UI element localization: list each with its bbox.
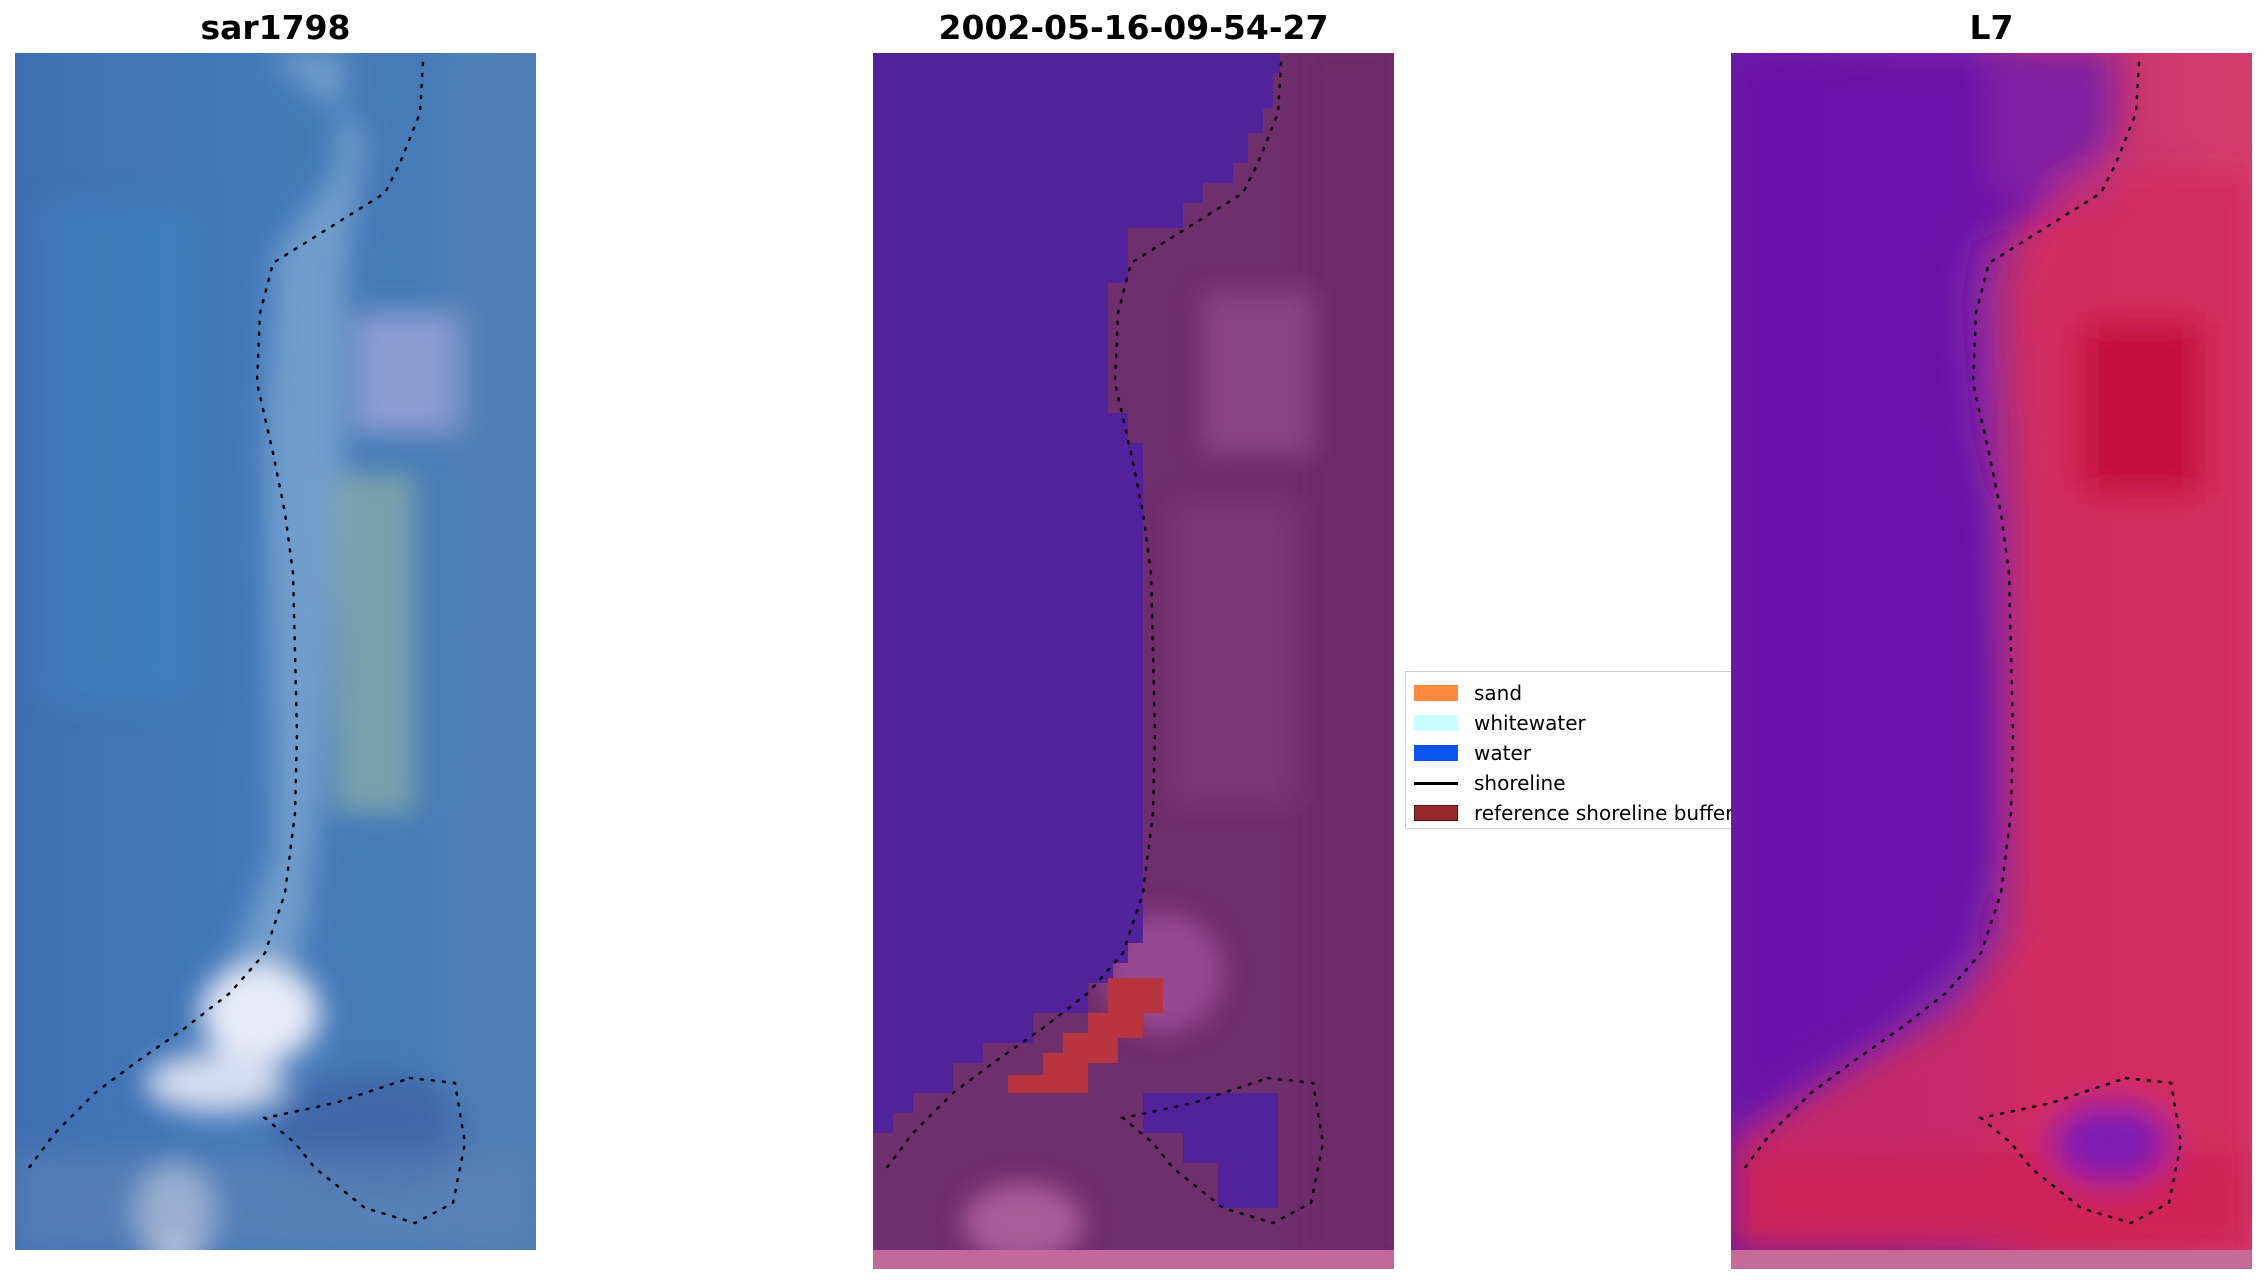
legend-label: whitewater bbox=[1474, 711, 1586, 735]
panel-title-index: L7 bbox=[1969, 8, 2014, 47]
classified-image bbox=[873, 53, 1394, 1269]
legend-label: water bbox=[1474, 741, 1531, 765]
reference-buffer-swatch bbox=[1414, 805, 1458, 821]
shoreline-line-swatch bbox=[1414, 781, 1458, 785]
legend-item-reference-buffer: reference shoreline buffer bbox=[1414, 798, 1735, 828]
sand-swatch bbox=[1414, 685, 1458, 701]
index-image bbox=[1731, 53, 2252, 1269]
index-image-panel bbox=[1731, 53, 2252, 1269]
rgb-image bbox=[15, 53, 536, 1250]
legend-item-whitewater: whitewater bbox=[1414, 708, 1735, 738]
legend: sand whitewater water shoreline referenc… bbox=[1405, 671, 1735, 829]
legend-label: sand bbox=[1474, 681, 1523, 705]
legend-item-water: water bbox=[1414, 738, 1735, 768]
classified-image-panel bbox=[873, 53, 1394, 1269]
legend-item-sand: sand bbox=[1414, 678, 1735, 708]
legend-label: reference shoreline buffer bbox=[1474, 801, 1734, 825]
whitewater-swatch bbox=[1414, 715, 1458, 731]
rgb-image-panel bbox=[15, 53, 536, 1250]
water-swatch bbox=[1414, 745, 1458, 761]
legend-label: shoreline bbox=[1474, 771, 1566, 795]
panel-title-rgb: sar1798 bbox=[200, 8, 351, 47]
legend-item-shoreline: shoreline bbox=[1414, 768, 1735, 798]
panel-title-classified: 2002-05-16-09-54-27 bbox=[938, 8, 1329, 47]
